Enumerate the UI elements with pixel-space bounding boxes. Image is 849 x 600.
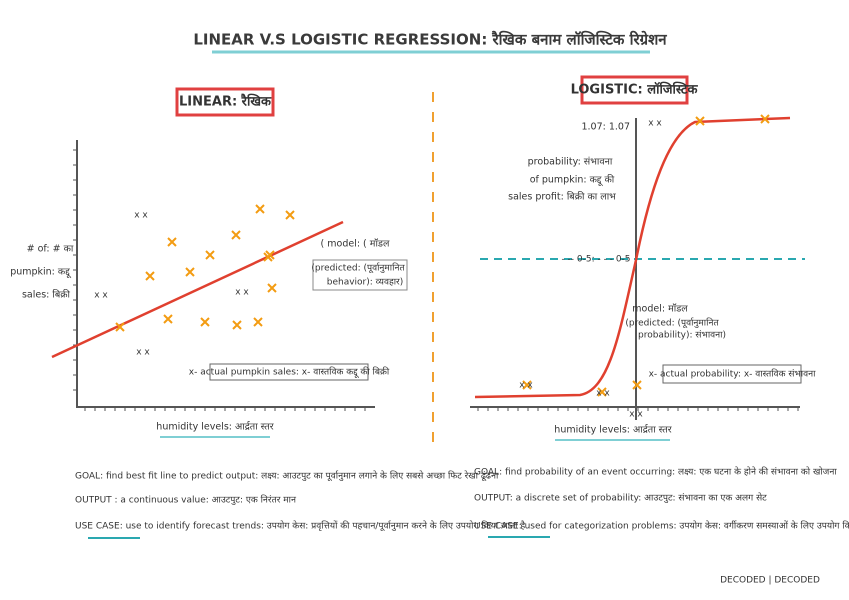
cross-point <box>760 114 770 124</box>
cross-point <box>632 380 642 390</box>
model-label: probability): संभावना) <box>638 330 726 341</box>
model-label: model: मॉडल <box>632 303 688 315</box>
cross-point <box>285 210 295 220</box>
cross-point <box>597 387 607 397</box>
y-label: sales: बिक्री <box>22 289 71 301</box>
model-label: behavior): व्यवहार) <box>327 278 404 288</box>
heading: LINEAR: रैखिक <box>179 94 272 110</box>
cross-point <box>200 317 210 327</box>
cross-point <box>255 204 265 214</box>
y-label: probability: संभावना <box>528 157 613 168</box>
point-label: x x <box>94 291 108 301</box>
cross-point <box>522 380 532 390</box>
point-label: x x <box>648 119 662 129</box>
note: OUTPUT : a continuous value: आउटपुट: एक … <box>75 494 297 506</box>
x-label: humidity levels: आर्द्रता स्तर <box>554 424 672 436</box>
credit: DECODED | DECODED <box>720 576 820 586</box>
axis-ticks <box>73 149 366 411</box>
cross-point <box>167 237 177 247</box>
sigmoid-curve <box>474 116 791 399</box>
point-label: x x <box>235 288 249 298</box>
cross-point <box>163 314 173 324</box>
y-label: pumpkin: कद्दू <box>10 267 72 279</box>
legend-box <box>209 363 369 381</box>
cross-point <box>231 230 241 240</box>
regression-line <box>51 220 344 359</box>
model-label: (predicted: (पूर्वानुमानित <box>311 262 405 274</box>
title: LINEAR V.S LOGISTIC REGRESSION: रैखिक बन… <box>193 31 667 49</box>
heading: LOGISTIC: लॉजिस्टिक <box>571 82 699 98</box>
cross-point <box>232 320 242 330</box>
top-label: 1.07: 1.07 <box>581 122 630 133</box>
legend: x- actual probability: x- वास्तविक संभाव… <box>649 368 817 380</box>
point-label: x x <box>596 389 610 399</box>
points <box>522 114 770 397</box>
legend-box <box>662 364 802 384</box>
point-label: x x <box>519 381 533 391</box>
point-label: x x <box>134 211 148 221</box>
cross-point <box>253 317 263 327</box>
cross-point <box>185 267 195 277</box>
y-label: of pumpkin: कद्दू की <box>530 174 615 187</box>
cross-point <box>695 116 705 126</box>
note: GOAL: find probability of an event occur… <box>474 466 837 478</box>
cross-point <box>267 283 277 293</box>
mid-label: - -- 0-5: - - - 0-5 <box>561 255 630 265</box>
note: USE CASE: used for categorization proble… <box>474 520 849 532</box>
model-label: ( model: ( मॉडल <box>321 238 390 250</box>
note: OUTPUT: a discrete set of probability: आ… <box>474 492 767 504</box>
axis-ticks <box>477 407 799 411</box>
model-box <box>312 259 408 291</box>
legend: x- actual pumpkin sales: x- वास्तविक कद्… <box>189 366 390 379</box>
note: USE CASE: use to identify forecast trend… <box>75 520 525 532</box>
note: GOAL: find best fit line to predict outp… <box>75 470 499 482</box>
cross-point <box>205 250 215 260</box>
point-label: x x <box>136 348 150 358</box>
model-label: (predicted: (पूर्वानुमानित <box>625 317 719 329</box>
points <box>115 204 295 332</box>
point-label: x x <box>629 410 643 420</box>
cross-point <box>145 271 155 281</box>
heading-box <box>580 75 689 105</box>
cross-point <box>265 250 275 260</box>
y-label: sales profit: बिक्री का लाभ <box>508 191 616 203</box>
heading-box <box>175 87 275 117</box>
x-label: humidity levels: आर्द्रता स्तर <box>156 421 274 433</box>
y-label: # of: # का <box>27 244 74 255</box>
cross-point <box>115 322 125 332</box>
